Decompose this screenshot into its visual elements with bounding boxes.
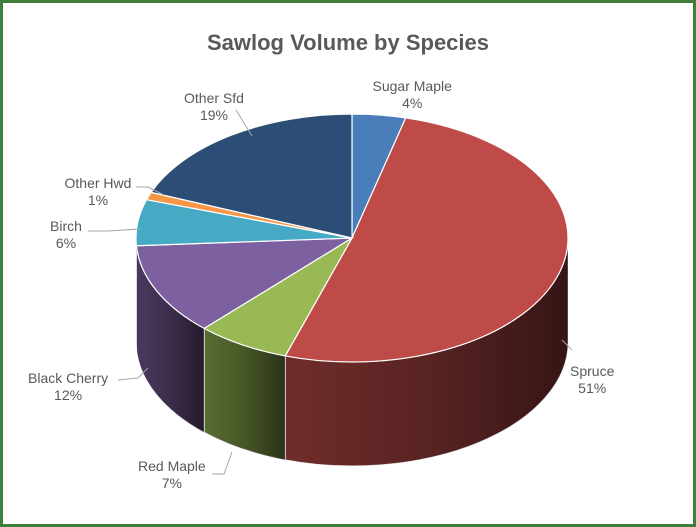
leader-line-other-hwd	[136, 186, 165, 196]
data-label-value: 51%	[578, 380, 607, 396]
data-label-category: Red Maple	[138, 458, 206, 474]
leader-line-birch	[88, 228, 141, 232]
data-label-category: Other Hwd	[64, 175, 132, 191]
data-label-value: 1%	[87, 192, 109, 208]
chart-title: Sawlog Volume by Species	[206, 30, 489, 55]
pie-side-shade-spruce	[285, 238, 568, 466]
data-label-value: 4%	[402, 95, 423, 111]
data-label-category: Sugar Maple	[372, 78, 452, 94]
leader-lines	[88, 109, 573, 475]
pie-slice-black-cherry	[135, 237, 355, 330]
leader-line-black-cherry	[117, 367, 149, 381]
data-label-sugar-maple: Sugar Maple 4%	[373, 78, 452, 112]
pie-side-shade-red-maple	[204, 328, 286, 460]
pie-side-shade-black-cherry	[136, 245, 205, 433]
data-label-spruce: Spruce 51%	[570, 363, 614, 397]
pie-side-walls	[135, 237, 569, 467]
pie-slice-other-sfd	[150, 113, 353, 239]
data-label-other-hwd: Other Hwd 1%	[65, 175, 132, 209]
leader-line-other-sfd	[235, 109, 253, 137]
data-label-value: 12%	[54, 387, 83, 403]
pie-top-faces	[135, 113, 569, 363]
data-label-value: 7%	[161, 475, 182, 491]
data-label-value: 6%	[55, 235, 77, 251]
data-label-category: Spruce	[570, 363, 615, 379]
data-label-category: Other Sfd	[184, 90, 244, 106]
data-label-red-maple: Red Maple 7%	[138, 458, 206, 492]
data-label-birch: Birch 6%	[50, 218, 82, 252]
data-label-other-sfd: Other Sfd 19%	[184, 90, 244, 124]
data-label-black-cherry: Black Cherry 12%	[28, 370, 108, 404]
leader-line-spruce	[561, 339, 573, 351]
leader-line-red-maple	[212, 451, 233, 475]
data-label-value: 19%	[199, 107, 228, 123]
data-label-category: Black Cherry	[28, 370, 109, 386]
data-label-category: Birch	[50, 218, 82, 234]
pie-slice-spruce	[284, 117, 569, 363]
